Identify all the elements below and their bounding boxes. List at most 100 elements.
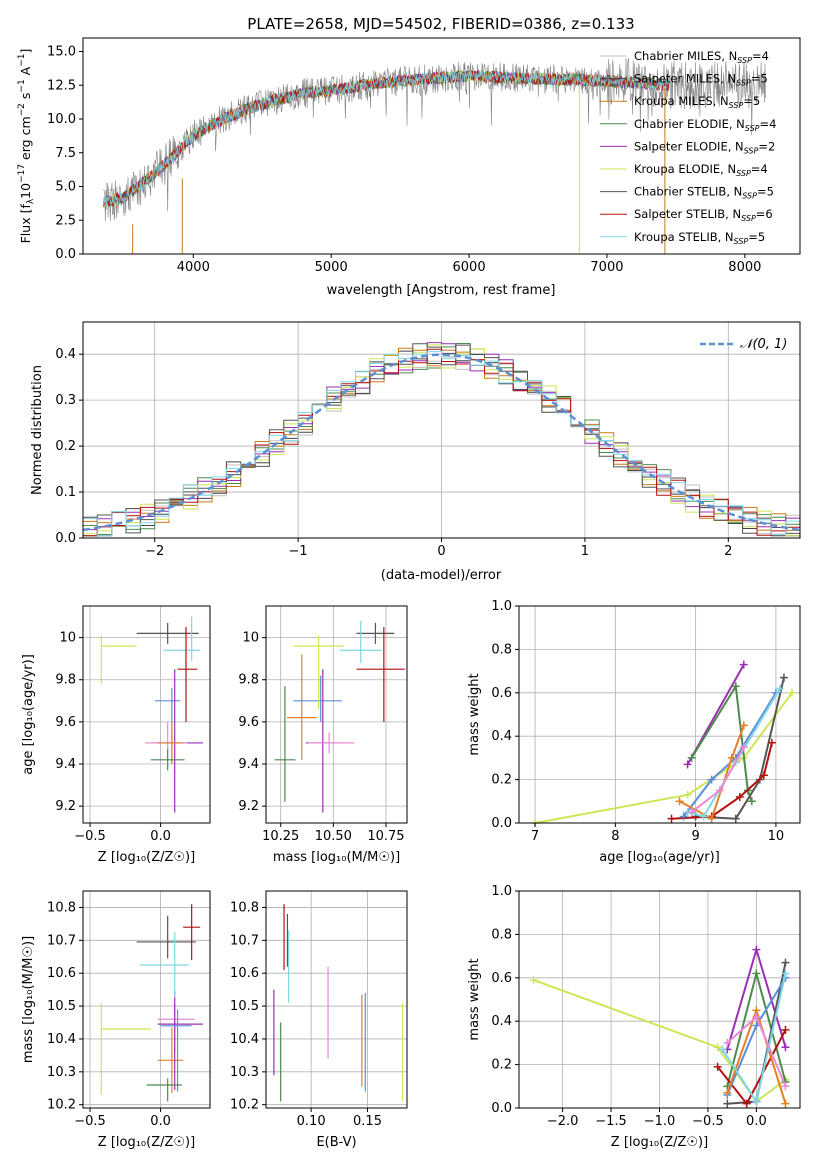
- model-spectrum-line: [103, 70, 670, 209]
- x-tick-label: −1.5: [595, 1114, 627, 1129]
- y-tick-label: 10.3: [230, 1065, 259, 1080]
- x-tick-label: −2.0: [547, 1114, 579, 1129]
- x-axis-label: Z [log₁₀(Z/Z☉)]: [98, 1135, 195, 1150]
- mass-weight-vs-age-panel: 7 8 9 10 0.0 0.2 0.4 0.6 0.8 1.0 age [log₁₀(age/yr…: [467, 599, 801, 865]
- x-tick-label: −1.0: [644, 1114, 676, 1129]
- histogram-ylabel: Normed distribution: [30, 365, 45, 495]
- y-tick-label: 9.6: [238, 715, 259, 730]
- mass-vs-ebv-panel: 0.10 0.15 10.2 10.3 10.4 10.5 10.6 10.7 10.8 E(B-…: [230, 890, 408, 1150]
- x-tick-label: 0.0: [746, 1114, 767, 1129]
- y-tick-label: 0.6: [491, 686, 512, 701]
- y-tick-label: 0.4: [491, 1014, 512, 1029]
- mass-weight-line: [695, 677, 785, 820]
- y-tick-label: 0.0: [491, 816, 512, 831]
- y-tick-label: 10.6: [47, 966, 76, 981]
- x-tick-label: −0.5: [74, 829, 106, 844]
- y-tick-label: 9.8: [238, 673, 259, 688]
- y-tick-label: 0.2: [491, 1058, 512, 1073]
- y-tick-label: 0.2: [55, 439, 76, 454]
- legend-label: Kroupa ELODIE, NSSP=4: [634, 162, 768, 178]
- x-tick-label: 10.25: [262, 829, 299, 844]
- mass-weight-line: [682, 692, 777, 818]
- legend-label: Chabrier ELODIE, NSSP=4: [634, 117, 776, 133]
- x-tick-label: −0.5: [692, 1114, 724, 1129]
- x-tick-label: 1: [581, 544, 589, 559]
- x-tick-label: 0.0: [150, 1114, 171, 1129]
- y-tick-label: 15.0: [47, 45, 76, 60]
- histogram-legend: 𝒩(0, 1): [700, 337, 787, 352]
- mass-weight-line: [671, 742, 773, 820]
- y-tick-label: 5.0: [55, 180, 76, 195]
- y-tick-label: 12.5: [47, 78, 76, 93]
- x-tick-label: −1: [289, 544, 308, 559]
- y-axis-label: mass [log₁₀(M/M☉)]: [21, 936, 36, 1063]
- plot-frame: [518, 605, 801, 824]
- y-tick-label: 1.0: [491, 884, 512, 899]
- spectrum-title: PLATE=2658, MJD=54502, FIBERID=0386, z=0…: [247, 15, 634, 33]
- x-tick-label: 10.50: [315, 829, 352, 844]
- x-tick-label: 2: [724, 544, 732, 559]
- y-tick-label: 9.2: [238, 799, 259, 814]
- y-tick-label: 10.7: [47, 933, 76, 948]
- y-tick-label: 0.1: [55, 485, 76, 500]
- y-tick-label: 0.8: [491, 927, 512, 942]
- plot-frame: [82, 605, 211, 824]
- x-tick-label: 8000: [728, 260, 761, 275]
- age-vs-metallicity-panel: −0.5 0.0 9.2 9.4 9.6 9.8 10 Z [log₁₀(Z/Z☉)] age …: [21, 605, 211, 865]
- y-tick-label: 9.6: [55, 715, 76, 730]
- y-tick-label: 9.4: [238, 757, 259, 772]
- histogram-xlabel: (data-model)/error: [381, 568, 502, 583]
- x-tick-label: 10: [768, 829, 785, 844]
- x-tick-label: −0.5: [74, 1114, 106, 1129]
- legend-label: Kroupa STELIB, NSSP=5: [634, 230, 765, 246]
- y-tick-label: 10.4: [230, 1032, 259, 1047]
- mass-weight-vs-metallicity-panel: −2.0 −1.5 −1.0 −0.5 0.0 0.0 0.2 0.4 0.6 0.8 1.0 Z […: [467, 884, 801, 1150]
- x-tick-label: 4000: [177, 260, 210, 275]
- x-axis-label: Z [log₁₀(Z/Z☉)]: [611, 1135, 708, 1150]
- mass-weight-line: [534, 692, 793, 824]
- spectrum-legend: Chabrier MILES, NSSP=4 Salpeter MILES, NS…: [600, 49, 776, 246]
- x-tick-label: 0.15: [353, 1114, 382, 1129]
- x-axis-label: age [log₁₀(age/yr)]: [599, 850, 720, 865]
- spectrum-plot-frame: [82, 37, 801, 255]
- y-tick-label: 10.7: [230, 933, 259, 948]
- y-tick-label: 7.5: [55, 146, 76, 161]
- mass-vs-metallicity-panel: −0.5 0.0 10.2 10.3 10.4 10.5 10.6 10.7 10.8 Z [lo…: [21, 890, 211, 1150]
- y-tick-label: 10.3: [47, 1065, 76, 1080]
- spectrum-panel: PLATE=2658, MJD=54502, FIBERID=0386, z=0…: [17, 15, 801, 298]
- y-axis-label: mass weight: [467, 673, 482, 755]
- y-tick-label: 0.0: [55, 247, 76, 262]
- y-tick-label: 0.3: [55, 393, 76, 408]
- y-tick-label: 10.2: [230, 1098, 259, 1113]
- y-tick-label: 10.5: [230, 999, 259, 1014]
- y-tick-label: 0.2: [491, 773, 512, 788]
- y-tick-label: 0.4: [55, 347, 76, 362]
- normal-distribution-curve: [83, 353, 800, 532]
- y-tick-label: 10: [59, 631, 76, 646]
- legend-label: Chabrier STELIB, NSSP=5: [634, 185, 774, 201]
- y-tick-label: 10.6: [230, 966, 259, 981]
- y-tick-label: 1.0: [491, 599, 512, 614]
- residual-histogram-panel: −2 −1 0 1 2 0.0 0.1 0.2 0.3 0.4 (data-model)/erro…: [30, 321, 801, 583]
- model-spectrum-line: [103, 70, 670, 208]
- y-tick-label: 10.8: [230, 900, 259, 915]
- x-tick-label: 9: [691, 829, 699, 844]
- legend-label: Salpeter MILES, NSSP=5: [634, 72, 768, 88]
- y-tick-label: 9.2: [55, 799, 76, 814]
- y-tick-label: 0.6: [491, 971, 512, 986]
- plot-frame: [265, 890, 408, 1109]
- y-axis-label: age [log₁₀(age/yr)]: [21, 654, 36, 775]
- histogram-series-line: [83, 351, 800, 537]
- x-tick-label: 0: [437, 544, 445, 559]
- spectrum-ylabel: Flux [fλ10−17 erg cm−2 s−1 A−1]: [17, 49, 36, 244]
- x-axis-label: E(B-V): [316, 1135, 356, 1150]
- normal-legend-label: 𝒩(0, 1): [740, 337, 787, 352]
- x-tick-label: 6000: [453, 260, 486, 275]
- y-tick-label: 9.8: [55, 673, 76, 688]
- x-axis-label: mass [log₁₀(M/M☉)]: [273, 850, 400, 865]
- y-tick-label: 2.5: [55, 213, 76, 228]
- y-tick-label: 10.4: [47, 1032, 76, 1047]
- y-tick-label: 0.0: [55, 531, 76, 546]
- y-tick-label: 10.2: [47, 1098, 76, 1113]
- x-tick-label: 0.10: [297, 1114, 326, 1129]
